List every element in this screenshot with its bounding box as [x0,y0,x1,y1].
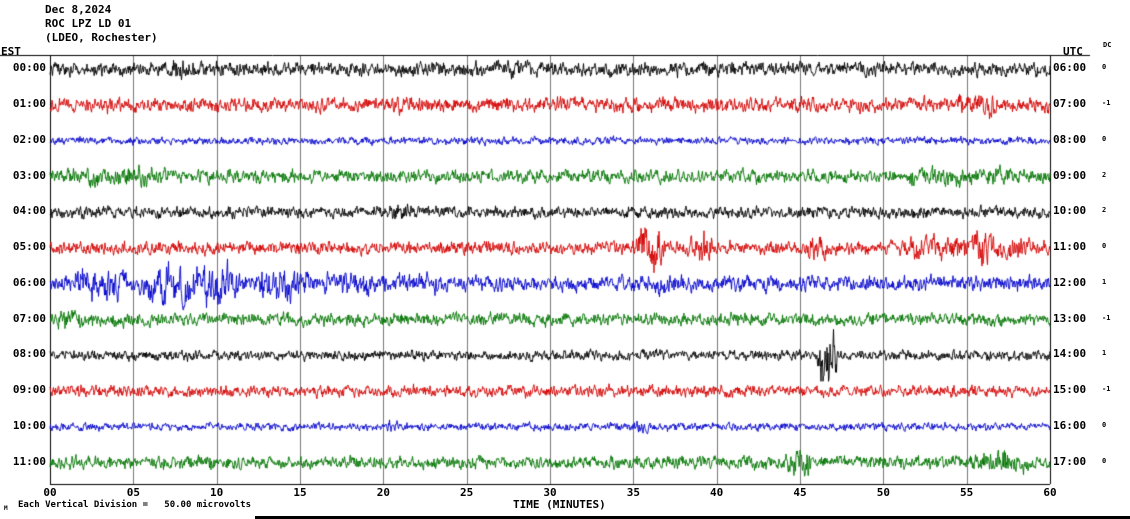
left-time-label: 00:00 [12,61,46,75]
left-time-label: 05:00 [12,240,46,254]
dc-value: -1 [1102,313,1111,322]
left-time-label: 07:00 [12,311,46,325]
right-time-label: 11:00 [1053,240,1087,254]
x-tick-label: 30 [543,486,557,499]
x-tick-label: 15 [293,486,307,499]
dc-axis-label: DC [1103,41,1112,49]
right-time-label: 12:00 [1053,275,1087,289]
dc-value: 2 [1102,170,1107,179]
left-time-label: 04:00 [12,204,46,218]
x-tick-label: 40 [710,486,724,499]
left-time-label: 09:00 [12,383,46,397]
right-time-label: 06:00 [1053,61,1087,75]
header-date: Dec 8,2024 [45,3,112,16]
utc-axis-label: UTC [1063,45,1083,58]
x-tick-label: 10 [210,486,224,499]
dc-value: 0 [1102,242,1107,251]
left-time-label: 10:00 [12,418,46,432]
right-time-label: 14:00 [1053,347,1087,361]
x-axis-title: TIME (MINUTES) [513,498,606,511]
x-tick-label: 05 [126,486,140,499]
dc-value: 2 [1102,206,1107,215]
dc-value: 1 [1102,277,1107,286]
right-time-label: 07:00 [1053,97,1087,111]
x-tick-label: 60 [1043,486,1057,499]
bottom-divider [255,516,1130,519]
dc-value: 1 [1102,349,1107,358]
right-time-label: 13:00 [1053,311,1087,325]
scale-marker-icon: M [4,505,8,512]
header-station: ROC LPZ LD 01 [45,17,132,30]
dc-value: 0 [1102,456,1107,465]
right-time-label: 10:00 [1053,204,1087,218]
dc-value: 0 [1102,134,1107,143]
left-time-label: 03:00 [12,168,46,182]
x-tick-label: 35 [626,486,640,499]
dc-value: 0 [1102,420,1107,429]
right-time-label: 17:00 [1053,454,1087,468]
dc-value: 0 [1102,63,1107,72]
x-tick-label: 00 [43,486,57,499]
scale-note: Each Vertical Division = 50.00 microvolt… [18,500,251,510]
est-axis-label: EST [1,45,21,58]
x-tick-label: 45 [793,486,807,499]
x-tick-label: 20 [376,486,390,499]
left-time-label: 11:00 [12,454,46,468]
header-location: (LDEO, Rochester) [45,31,158,44]
dc-value: -1 [1102,385,1111,394]
right-time-label: 09:00 [1053,168,1087,182]
left-time-label: 01:00 [12,97,46,111]
left-time-label: 08:00 [12,347,46,361]
left-time-label: 02:00 [12,132,46,146]
x-tick-label: 55 [960,486,974,499]
right-time-label: 08:00 [1053,132,1087,146]
dc-value: -1 [1102,99,1111,108]
right-time-label: 15:00 [1053,383,1087,397]
right-time-label: 16:00 [1053,418,1087,432]
left-time-label: 06:00 [12,275,46,289]
x-tick-label: 50 [876,486,890,499]
x-tick-label: 25 [460,486,474,499]
